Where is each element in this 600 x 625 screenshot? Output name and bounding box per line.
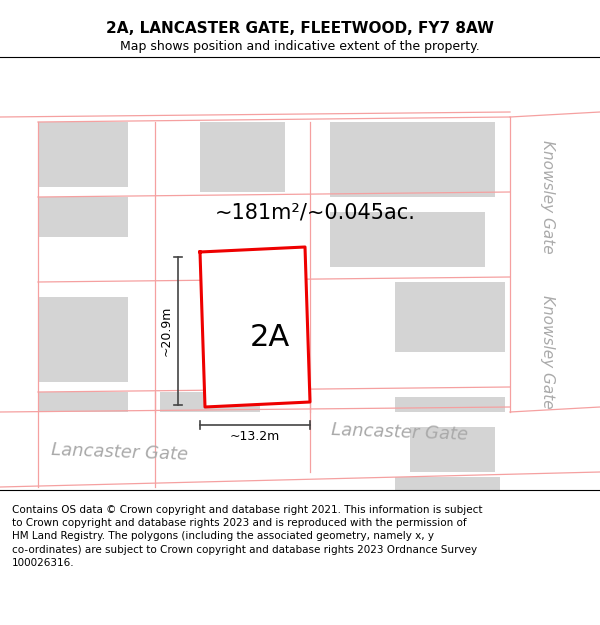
- Bar: [395, 477, 500, 490]
- Polygon shape: [0, 402, 600, 487]
- Polygon shape: [0, 57, 35, 490]
- Text: ~13.2m: ~13.2m: [230, 431, 280, 444]
- Bar: [410, 427, 495, 472]
- Bar: [200, 122, 285, 192]
- Text: Lancaster Gate: Lancaster Gate: [51, 441, 189, 463]
- Text: Knowsley Gate: Knowsley Gate: [541, 295, 556, 409]
- Bar: [395, 282, 505, 352]
- Text: 2A, LANCASTER GATE, FLEETWOOD, FY7 8AW: 2A, LANCASTER GATE, FLEETWOOD, FY7 8AW: [106, 21, 494, 36]
- Bar: [330, 212, 485, 267]
- Polygon shape: [200, 247, 310, 407]
- Bar: [38, 197, 128, 237]
- Text: ~20.9m: ~20.9m: [160, 306, 173, 356]
- Bar: [38, 297, 128, 382]
- Bar: [395, 397, 505, 412]
- Bar: [38, 392, 128, 412]
- Bar: [330, 122, 495, 197]
- Text: Lancaster Gate: Lancaster Gate: [331, 421, 469, 443]
- Text: 2A: 2A: [250, 322, 290, 351]
- Text: Knowsley Gate: Knowsley Gate: [541, 140, 556, 254]
- Polygon shape: [510, 57, 600, 490]
- Text: Map shows position and indicative extent of the property.: Map shows position and indicative extent…: [120, 40, 480, 53]
- Bar: [160, 392, 260, 412]
- Polygon shape: [0, 57, 600, 117]
- Text: ~181m²/~0.045ac.: ~181m²/~0.045ac.: [215, 202, 416, 222]
- Text: Contains OS data © Crown copyright and database right 2021. This information is : Contains OS data © Crown copyright and d…: [12, 505, 482, 568]
- Bar: [38, 122, 128, 187]
